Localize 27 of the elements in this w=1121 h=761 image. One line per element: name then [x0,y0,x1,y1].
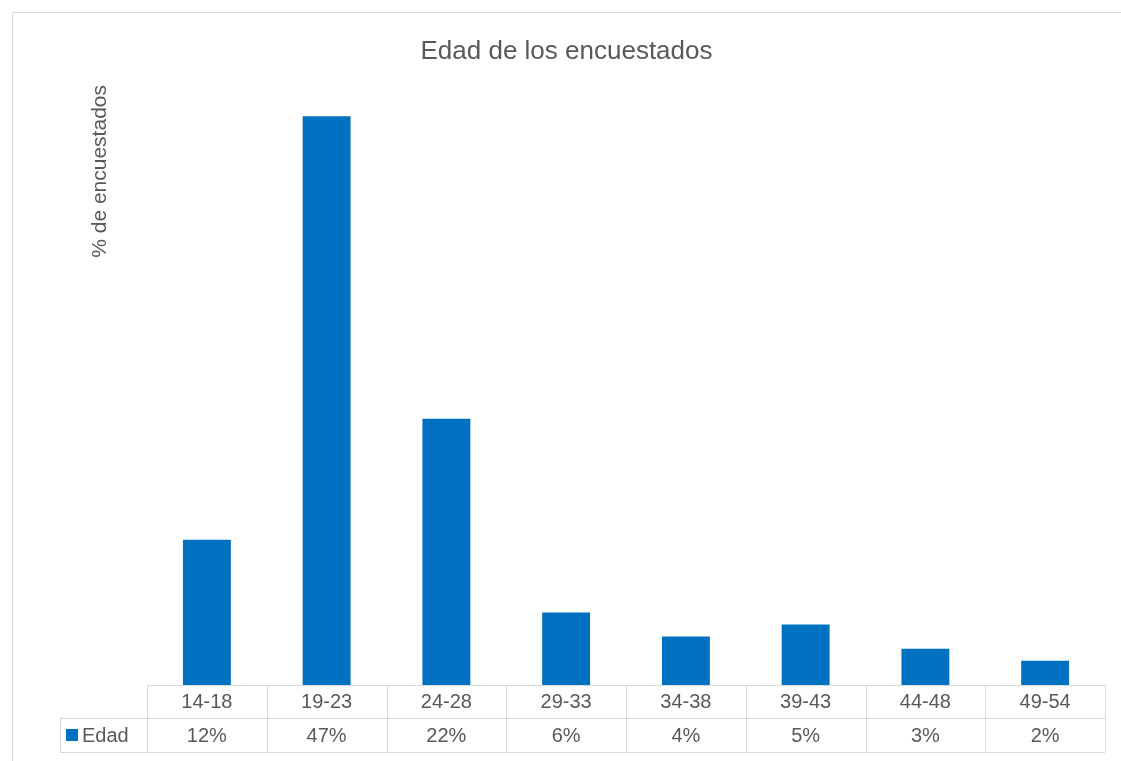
data-label: 12% [186,723,228,746]
data-label: 2% [1030,723,1060,746]
x-tick-label: 19-23 [301,690,353,713]
x-tick-label: 39-43 [780,690,832,713]
x-tick-label: 49-54 [1019,690,1071,713]
bar [661,636,710,685]
bar [182,539,231,685]
bar [302,116,351,685]
x-tick-label: 24-28 [420,690,472,713]
data-label: 47% [306,723,347,746]
bar [781,624,830,685]
data-label: 6% [551,723,581,746]
data-label: 3% [910,723,941,746]
x-tick-label: 14-18 [181,690,233,713]
data-label: 5% [791,723,821,746]
bar [901,648,950,685]
data-label: 22% [426,723,467,746]
bar [422,418,471,685]
x-tick-label: 44-48 [899,690,951,713]
bar [1021,660,1070,685]
bar [542,612,591,685]
y-axis-title: % de encuestados [86,85,110,258]
legend-label: Edad [82,723,129,746]
x-tick-label: 34-38 [660,690,712,713]
x-tick-label: 29-33 [540,690,592,713]
data-label: 4% [671,723,701,746]
chart-title: Edad de los encuestados [420,35,713,66]
